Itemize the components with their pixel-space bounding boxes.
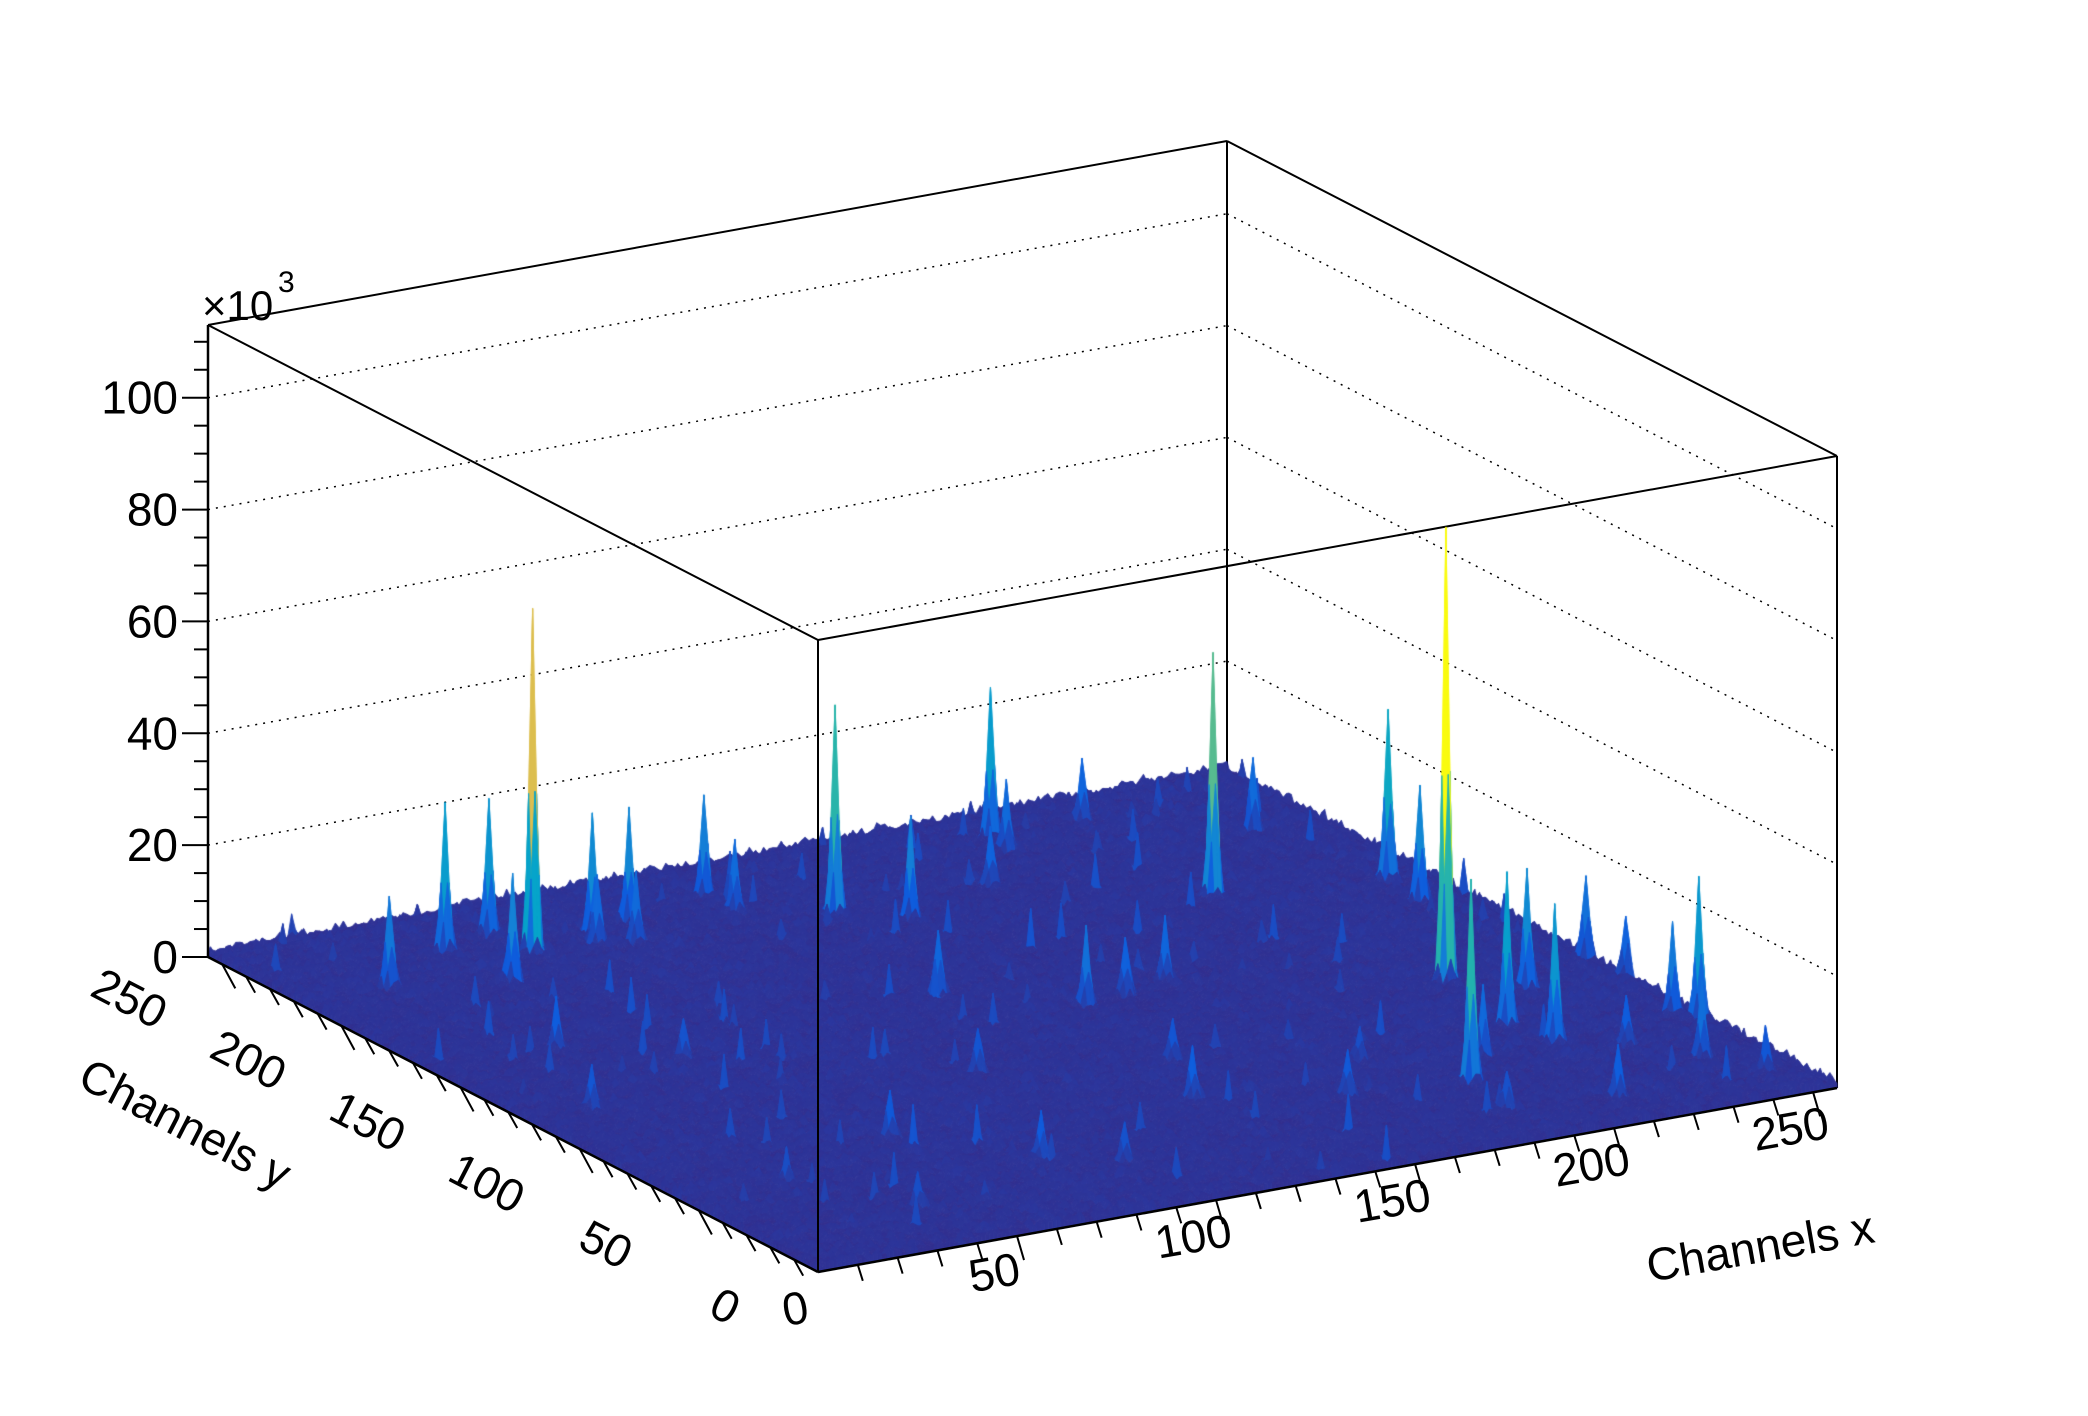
- z-tick-label: 40: [127, 707, 178, 759]
- y-minor-tick: [245, 976, 256, 994]
- x-minor-tick: [1334, 1178, 1342, 1195]
- y-minor-tick: [507, 1111, 519, 1129]
- x-minor-tick: [856, 1264, 864, 1282]
- y-minor-tick: [316, 1013, 328, 1031]
- x-minor-tick: [1095, 1221, 1103, 1238]
- x-major-tick: [1613, 1127, 1623, 1153]
- x-major-tick: [1414, 1163, 1424, 1189]
- y-minor-tick: [745, 1234, 757, 1252]
- y-major-tick: [340, 1025, 356, 1051]
- z-tick-label: 0: [152, 931, 178, 983]
- x-tick-label: 0: [778, 1280, 812, 1336]
- z-tick-label: 80: [127, 484, 178, 536]
- z-tick-label: 100: [101, 372, 178, 424]
- y-minor-tick: [626, 1173, 638, 1191]
- x-minor-tick: [1772, 1099, 1780, 1116]
- x-tick-label: 200: [1549, 1132, 1634, 1197]
- y-tick-label: 0: [702, 1277, 749, 1335]
- x-minor-tick: [1055, 1228, 1063, 1246]
- x-minor-tick: [896, 1257, 904, 1274]
- x-minor-tick: [1533, 1142, 1541, 1159]
- x-tick-label: 100: [1151, 1204, 1236, 1269]
- x-tick-label: 50: [965, 1242, 1024, 1302]
- x-minor-tick: [1493, 1149, 1501, 1167]
- y-major-tick: [459, 1086, 475, 1112]
- z-scale-exponent: 3: [278, 266, 295, 299]
- y-minor-tick: [674, 1197, 685, 1215]
- x-minor-tick: [1135, 1214, 1143, 1231]
- x-major-tick: [1215, 1199, 1225, 1225]
- y-tick-label: 150: [322, 1081, 414, 1162]
- y-minor-tick: [650, 1185, 662, 1203]
- y-tick-label: 100: [441, 1142, 533, 1223]
- y-minor-tick: [531, 1123, 542, 1141]
- x-axis-title: Channels x: [1642, 1201, 1878, 1292]
- z-tick-label: 20: [127, 819, 178, 871]
- y-minor-tick: [269, 988, 280, 1006]
- y-tick-label: 200: [203, 1019, 295, 1100]
- y-minor-tick: [769, 1246, 781, 1264]
- x-tick-label: 250: [1748, 1096, 1833, 1161]
- x-major-tick: [1016, 1235, 1025, 1261]
- y-minor-tick: [555, 1136, 566, 1154]
- y-minor-tick: [483, 1099, 495, 1117]
- y-minor-tick: [412, 1062, 423, 1080]
- y-major-tick: [697, 1210, 713, 1235]
- x-axis-line: [817, 1086, 1838, 1274]
- y-minor-tick: [721, 1222, 733, 1240]
- x-minor-tick: [976, 1242, 984, 1260]
- x-minor-tick: [1573, 1135, 1581, 1152]
- x-minor-tick: [1254, 1192, 1262, 1210]
- y-minor-tick: [602, 1160, 614, 1178]
- x-minor-tick: [1692, 1113, 1700, 1131]
- y-minor-tick: [388, 1050, 399, 1068]
- x-minor-tick: [1732, 1106, 1740, 1123]
- y-axis-line: [207, 955, 819, 1274]
- x-tick-label: 150: [1350, 1168, 1435, 1233]
- y-minor-tick: [364, 1037, 376, 1055]
- x-major-tick: [1812, 1092, 1822, 1117]
- x-minor-tick: [1652, 1120, 1660, 1138]
- y-minor-tick: [435, 1074, 447, 1092]
- x-minor-tick: [936, 1250, 944, 1267]
- y-tick-label: 50: [572, 1209, 641, 1279]
- y-major-tick: [221, 963, 237, 989]
- y-minor-tick: [793, 1259, 805, 1277]
- z-scale-label: ×10: [202, 282, 273, 329]
- x-minor-tick: [1294, 1185, 1302, 1203]
- x-minor-tick: [1374, 1171, 1382, 1188]
- x-minor-tick: [1175, 1207, 1183, 1224]
- x-minor-tick: [1453, 1156, 1461, 1174]
- y-major-tick: [578, 1148, 594, 1174]
- y-minor-tick: [292, 1000, 304, 1018]
- z-tick-label: 60: [127, 595, 178, 647]
